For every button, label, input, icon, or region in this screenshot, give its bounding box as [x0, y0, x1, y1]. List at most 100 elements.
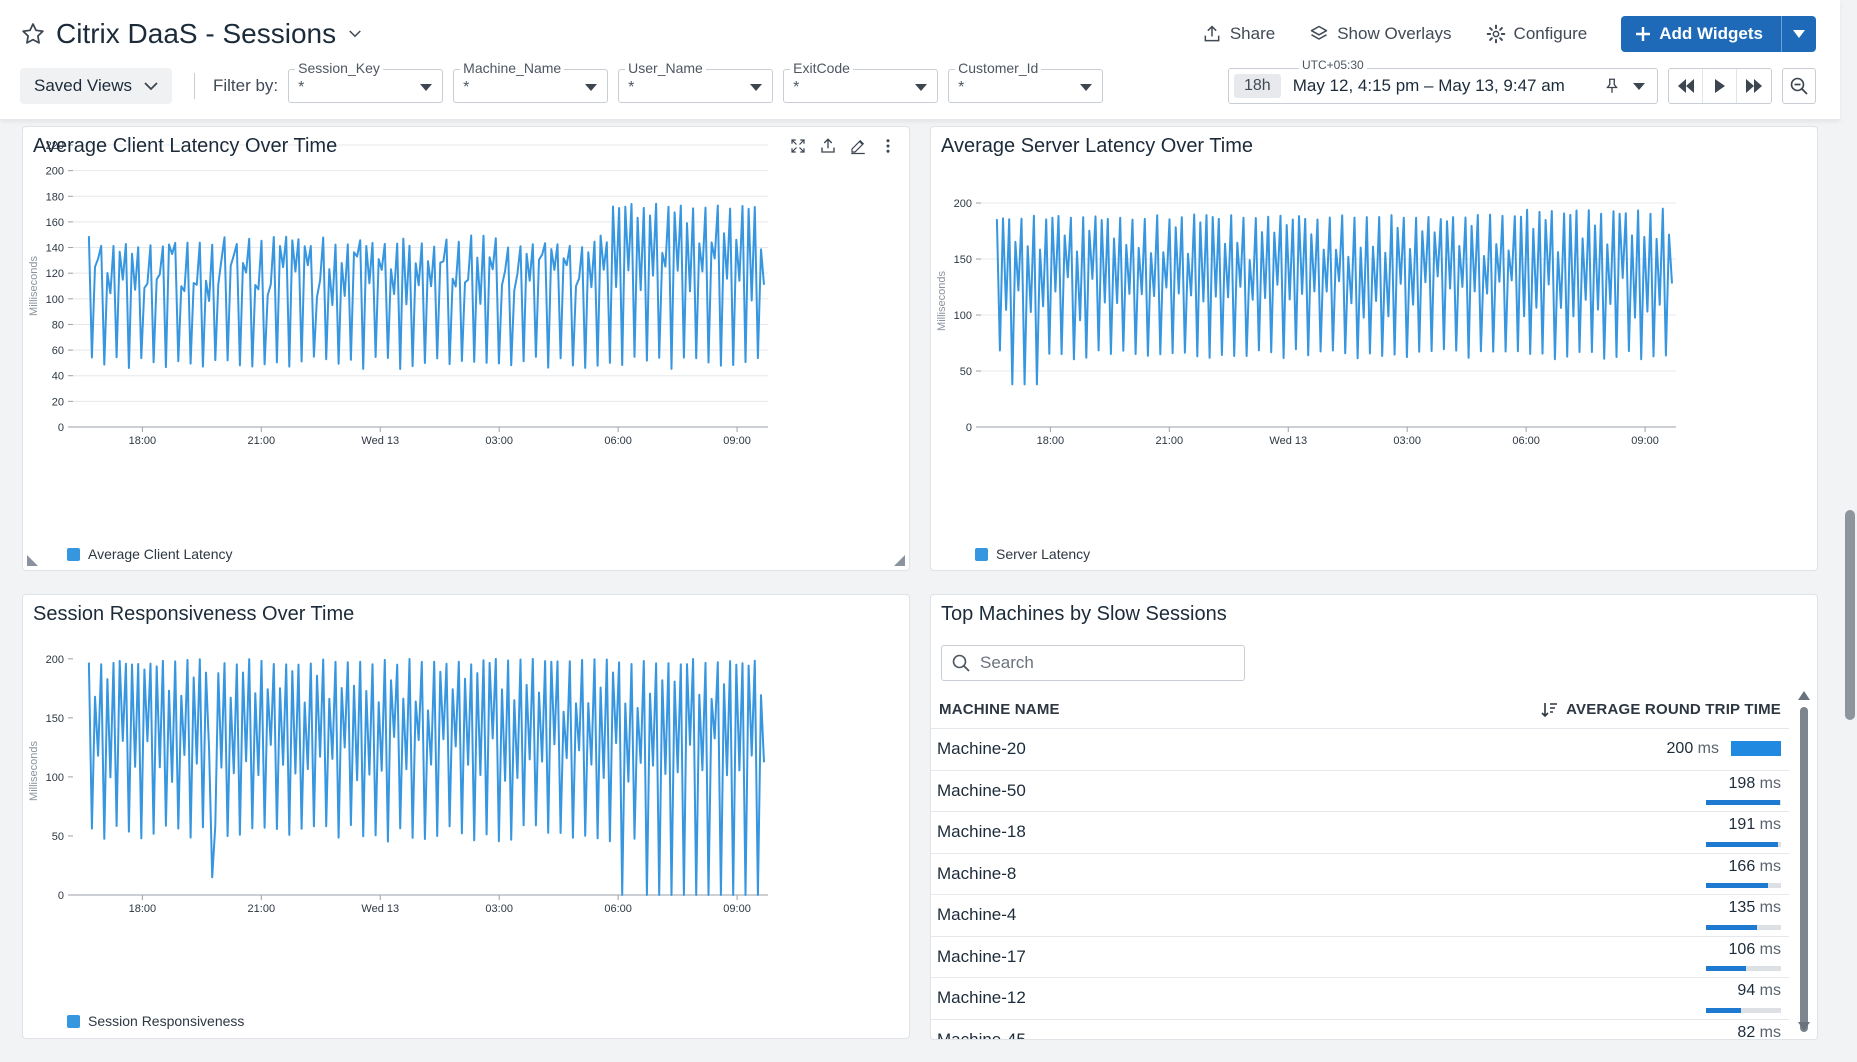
column-header-round-trip[interactable]: AVERAGE ROUND TRIP TIME	[1540, 701, 1789, 719]
table-row[interactable]: Machine-17 106 ms	[931, 937, 1789, 978]
add-widgets-button[interactable]: Add Widgets	[1621, 16, 1782, 52]
play-button[interactable]	[1703, 69, 1737, 103]
table-row[interactable]: Machine-50 198 ms	[931, 771, 1789, 812]
y-tick-label: 80	[52, 319, 64, 331]
y-tick-label: 150	[46, 713, 64, 725]
sort-descending-icon	[1541, 702, 1558, 717]
table-row[interactable]: Machine-20 200 ms	[931, 729, 1789, 771]
value-unit: ms	[1759, 940, 1781, 958]
configure-label: Configure	[1513, 24, 1588, 43]
filter-session-key[interactable]: Session_Key *	[288, 60, 444, 103]
gear-icon	[1486, 24, 1505, 44]
x-tick-label: 21:00	[248, 903, 276, 915]
show-overlays-button[interactable]: Show Overlays	[1309, 24, 1452, 44]
add-widgets-group: Add Widgets	[1621, 16, 1816, 52]
round-trip-value: 106 ms	[1729, 941, 1781, 959]
value-bar-fill	[1706, 924, 1757, 930]
share-button[interactable]: Share	[1202, 24, 1275, 44]
pin-icon[interactable]	[1603, 77, 1621, 95]
x-tick-label: 21:00	[1156, 435, 1184, 447]
chevron-down-icon	[144, 82, 158, 91]
filter-bar: Saved Views Filter by: Session_Key * Mac…	[20, 58, 1816, 104]
x-tick-label: 09:00	[723, 435, 751, 447]
chart-legend[interactable]: Server Latency	[975, 546, 1090, 562]
scroll-down-arrow[interactable]	[1798, 1022, 1810, 1031]
legend-label: Server Latency	[996, 546, 1091, 562]
y-tick-label: 50	[960, 366, 972, 378]
table-row[interactable]: Machine-45 82 ms	[931, 1020, 1789, 1040]
filter-label: Machine_Name	[460, 60, 565, 76]
value-bar	[1706, 924, 1781, 930]
filter-label: Session_Key	[295, 60, 383, 76]
rewind-button[interactable]	[1669, 69, 1703, 103]
timeframe-selector[interactable]: UTC+05:30 18h May 12, 4:15 pm – May 13, …	[1228, 58, 1658, 104]
machine-name: Machine-20	[937, 739, 1026, 759]
y-tick-label: 0	[58, 890, 64, 902]
machine-name: Machine-45	[931, 1030, 1789, 1039]
export-icon[interactable]	[819, 137, 837, 155]
page-title: Citrix DaaS - Sessions	[56, 18, 337, 49]
value-bar	[1706, 841, 1781, 847]
table-row[interactable]: Machine-4 135 ms	[931, 895, 1789, 937]
add-widgets-dropdown[interactable]	[1782, 16, 1816, 52]
configure-button[interactable]: Configure	[1486, 24, 1588, 44]
search-input[interactable]	[980, 653, 1220, 673]
table-row[interactable]: Machine-18 191 ms	[931, 812, 1789, 854]
resize-handle-right[interactable]	[894, 555, 905, 566]
fast-forward-button[interactable]	[1737, 69, 1771, 103]
filter-machine-name[interactable]: Machine_Name *	[453, 60, 609, 103]
caret-down-icon[interactable]	[1633, 82, 1645, 90]
value-unit: ms	[1759, 816, 1781, 833]
value-number: 135	[1728, 899, 1756, 916]
star-icon[interactable]	[20, 21, 46, 47]
expand-icon[interactable]	[789, 137, 807, 155]
scroll-thumb[interactable]	[1800, 707, 1808, 1032]
y-tick-label: 220	[46, 140, 64, 152]
machine-name: Machine-8	[937, 863, 1017, 883]
saved-views-label: Saved Views	[34, 76, 132, 95]
x-tick-label: Wed 13	[361, 435, 399, 447]
scroll-up-arrow[interactable]	[1798, 691, 1810, 700]
share-icon	[1204, 25, 1220, 42]
series-line[interactable]	[87, 657, 765, 896]
x-tick-label: Wed 13	[361, 903, 399, 915]
table-row[interactable]: Machine-8 166 ms	[931, 854, 1789, 895]
caret-down-icon	[750, 84, 763, 91]
chart-legend[interactable]: Average Client Latency	[67, 546, 233, 562]
filter-value: *	[463, 79, 470, 96]
filter-exit-code[interactable]: ExitCode *	[783, 60, 939, 103]
client-latency-widget: 0 20 40 60 80 100 120 140 160 180 200 220 18:00 21:00…	[22, 126, 910, 571]
x-tick-label: 06:00	[1512, 435, 1540, 447]
saved-views-button[interactable]: Saved Views	[20, 68, 172, 104]
value-number: 191	[1728, 816, 1756, 833]
table-row[interactable]: Machine-12 94 ms	[931, 978, 1789, 1020]
page-scrollbar[interactable]	[1845, 510, 1855, 720]
more-options-icon[interactable]	[879, 137, 897, 155]
round-trip-value: 166 ms	[1729, 858, 1781, 876]
round-trip-value: 82 ms	[1737, 1024, 1781, 1040]
widget-title: Session Responsiveness Over Time	[33, 603, 355, 625]
value-number: 166	[1728, 857, 1756, 875]
column-header-machine-name[interactable]: MACHINE NAME	[939, 701, 1060, 718]
filter-user-name[interactable]: User_Name *	[618, 60, 774, 103]
filter-customer-id[interactable]: Customer_Id *	[948, 60, 1104, 103]
zoom-out-button[interactable]	[1782, 68, 1816, 104]
layers-icon	[1310, 25, 1328, 40]
column-header-label: AVERAGE ROUND TRIP TIME	[1566, 701, 1781, 718]
play-icon	[1714, 79, 1725, 93]
table-scrollbar[interactable]	[1795, 691, 1813, 1032]
caret-down-icon	[915, 84, 928, 91]
search-icon	[952, 654, 970, 672]
value-bar-fill	[1706, 966, 1746, 971]
chevron-down-icon[interactable]	[346, 25, 364, 43]
chart-legend[interactable]: Session Responsiveness	[67, 1013, 244, 1029]
timeframe-controls: UTC+05:30 18h May 12, 4:15 pm – May 13, …	[1228, 58, 1816, 104]
series-line[interactable]	[87, 202, 765, 370]
resize-handle-left[interactable]	[27, 555, 38, 566]
table-body: Machine-20 200 ms Machine-50 198 ms Mach…	[931, 729, 1789, 1039]
edit-icon[interactable]	[849, 137, 867, 155]
series-line[interactable]	[995, 207, 1673, 386]
machine-name: Machine-50	[937, 780, 1026, 800]
y-axis-label: Milliseconds	[28, 256, 40, 316]
value-bar	[1706, 883, 1781, 888]
